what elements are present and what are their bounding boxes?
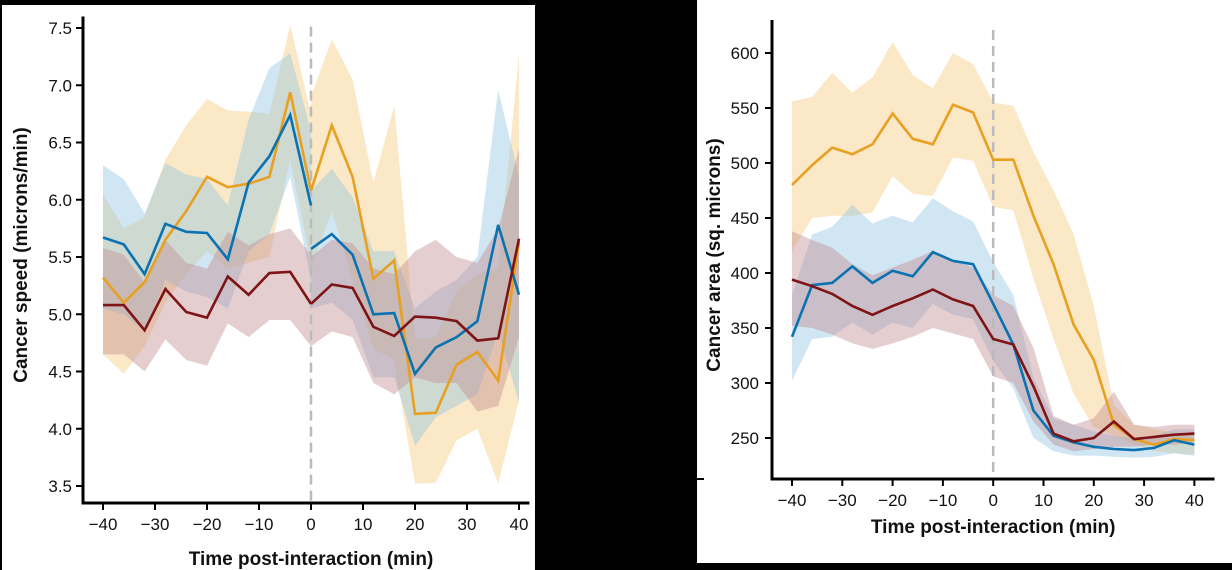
x-tick-label: −10 (245, 515, 274, 534)
area-chart: −40 −30 −20 −10 0 10 20 30 40 250 300 350 400 450 500 5… (704, 20, 1215, 538)
x-tick-label: −10 (928, 491, 957, 510)
y-tick-label: 4.5 (48, 363, 72, 382)
speed-chart-panel: −40 −30 −20 −10 0 10 20 30 40 3.5 4.0 4.5 5.0 5.5 6.0 6… (2, 5, 535, 570)
x-tick-label: 40 (510, 515, 529, 534)
x-tick-label: 10 (354, 515, 373, 534)
y-tick-label: 400 (731, 264, 759, 283)
stray-tick-mark (697, 478, 704, 480)
x-tick-label: −30 (141, 515, 170, 534)
speed-chart: −40 −30 −20 −10 0 10 20 30 40 3.5 4.0 4.5 5.0 5.5 6.0 6… (11, 16, 530, 570)
y-tick-label: 3.5 (48, 477, 72, 496)
series-lines (790, 103, 1195, 452)
x-tick-label: 10 (1034, 491, 1053, 510)
x-tick-label: 0 (306, 515, 315, 534)
y-tick-label: 4.0 (48, 420, 72, 439)
y-tick-label: 300 (731, 374, 759, 393)
x-tick-label: −20 (193, 515, 222, 534)
x-tick-label: −20 (878, 491, 907, 510)
x-tick-label: −40 (89, 515, 118, 534)
axes: −40 −30 −20 −10 0 10 20 30 40 250 300 350 400 450 500 5… (731, 20, 1215, 510)
series-lines (101, 91, 521, 416)
y-tick-label: 250 (731, 429, 759, 448)
y-tick-label: 6.5 (48, 134, 72, 153)
y-tick-label: 5.5 (48, 248, 72, 267)
y-tick-label: 550 (731, 99, 759, 118)
y-tick-label: 6.0 (48, 191, 72, 210)
x-tick-label: 0 (988, 491, 997, 510)
confidence-bands (792, 42, 1195, 458)
y-tick-label: 7.0 (48, 76, 72, 95)
y-axis-title: Cancer area (sq. microns) (704, 138, 725, 371)
area-chart-panel: −40 −30 −20 −10 0 10 20 30 40 250 300 350 400 450 500 5… (697, 0, 1232, 563)
y-tick-label: 7.5 (48, 19, 72, 38)
y-tick-label: 350 (731, 319, 759, 338)
y-tick-label: 5.0 (48, 305, 72, 324)
red-confidence-band (103, 228, 311, 372)
orange-confidence-band (103, 24, 311, 374)
x-tick-label: 30 (1135, 491, 1154, 510)
x-tick-label: 20 (406, 515, 425, 534)
x-axis-title: Time post-interaction (min) (189, 549, 434, 570)
x-tick-label: 30 (458, 515, 477, 534)
x-axis-title: Time post-interaction (min) (871, 517, 1116, 538)
x-tick-label: −40 (778, 491, 807, 510)
red-confidence-band (311, 148, 519, 412)
x-tick-label: 20 (1084, 491, 1103, 510)
orange-confidence-band (311, 39, 519, 484)
x-tick-label: −30 (828, 491, 857, 510)
y-tick-label: 600 (731, 44, 759, 63)
orange-confidence-band (792, 42, 1195, 455)
y-tick-label: 450 (731, 209, 759, 228)
axes: −40 −30 −20 −10 0 10 20 30 40 3.5 4.0 4.5 5.0 5.5 6.0 6… (48, 16, 530, 534)
y-tick-label: 500 (731, 154, 759, 173)
x-tick-label: 40 (1185, 491, 1204, 510)
y-axis-title: Cancer speed (microns/min) (11, 127, 32, 383)
